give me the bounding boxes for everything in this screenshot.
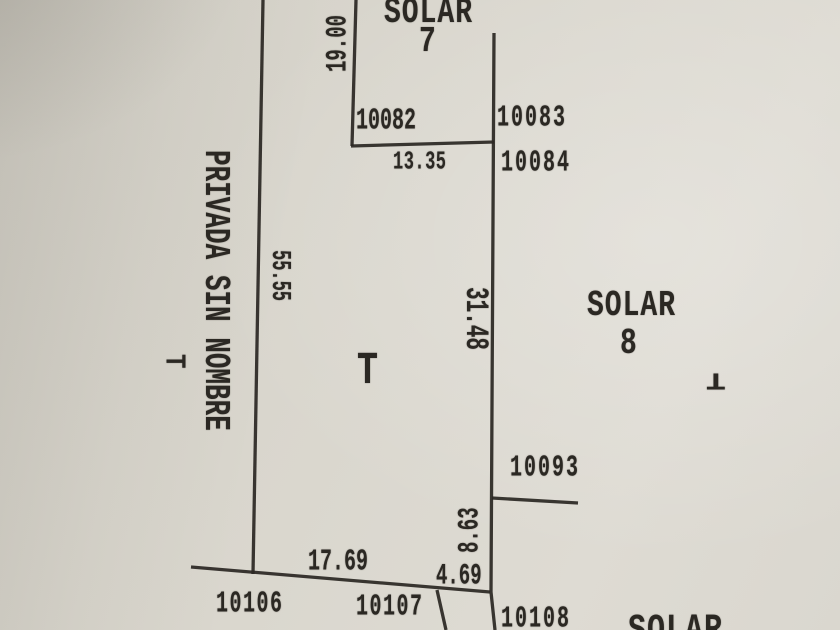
parcel-10108-label: 10108 <box>501 601 572 630</box>
parcel-10093-label: 10093 <box>510 450 581 487</box>
dimension-4-69: 4.69 <box>436 558 482 593</box>
dimension-17-69: 17.69 <box>308 544 369 581</box>
parcel-10082-west-line <box>350 0 358 147</box>
parcel-10084-label: 10084 <box>501 145 572 182</box>
parcel-divider-line <box>435 589 448 630</box>
east-boundary-line <box>489 32 497 630</box>
dimension-13-35: 13.35 <box>393 148 447 178</box>
parcel-10083-label: 10083 <box>497 100 568 137</box>
parcel-10093-tick-line <box>491 496 579 505</box>
dimension-8-63: 8.63 <box>452 507 487 553</box>
lot-solar8-title: SOLAR <box>587 286 677 327</box>
survey-mark-center-icon: T <box>357 345 380 398</box>
south-boundary-line <box>190 565 491 594</box>
parcel-10106-label: 10106 <box>216 586 284 623</box>
lot-solar8-number: 8 <box>620 324 638 365</box>
survey-mark-west-icon: T <box>157 354 190 370</box>
dimension-31-48: 31.48 <box>455 287 492 351</box>
lot-south-title: SOLAR <box>628 612 723 630</box>
parcel-10107-label: 10107 <box>356 589 424 626</box>
parcel-10082-south-line <box>350 140 495 148</box>
parcel-10082-label: 10082 <box>356 103 417 140</box>
dimension-55-55: 55.55 <box>263 250 294 302</box>
street-name-label: PRIVADA SIN NOMBRE <box>194 150 237 431</box>
lot-solar7-number: 7 <box>419 22 437 63</box>
dimension-19-00: 19.00 <box>320 14 355 72</box>
survey-mark-east-icon: T <box>704 365 726 394</box>
street-east-boundary-line <box>251 0 265 575</box>
lot-solar7-title: SOLAR <box>384 0 474 34</box>
